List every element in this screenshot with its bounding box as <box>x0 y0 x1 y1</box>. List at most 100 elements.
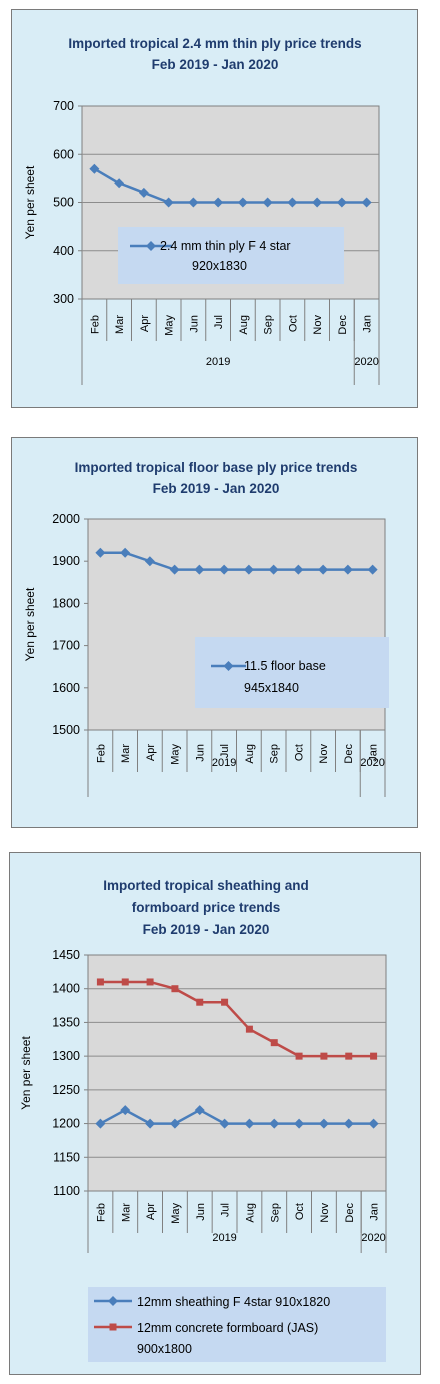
y-tick-label: 1250 <box>52 1083 80 1097</box>
chart-title: formboard price trends <box>132 900 281 915</box>
legend-swatch-marker <box>223 661 234 671</box>
x-tick-label: Jun <box>188 315 200 333</box>
legend-label: 900x1800 <box>137 1342 192 1356</box>
data-point <box>336 197 347 208</box>
data-point <box>163 197 174 208</box>
x-tick-label: Apr <box>139 315 151 332</box>
legend-box <box>195 637 389 708</box>
data-point <box>270 1039 278 1047</box>
chart-floor-base: Imported tropical floor base ply price t… <box>23 460 389 797</box>
data-point <box>243 564 254 575</box>
x-tick-label: Aug <box>238 315 250 335</box>
series-line <box>100 980 374 1058</box>
y-tick-label: 400 <box>53 244 74 258</box>
x-tick-label: Sep <box>263 315 275 335</box>
y-axis-label: Yen per sheet <box>23 587 37 661</box>
x-tick-label: Jul <box>219 744 231 758</box>
y-tick-label: 1100 <box>53 1184 80 1198</box>
y-tick-label: 1400 <box>52 982 80 996</box>
y-tick-label: 1200 <box>52 1117 80 1131</box>
chart-title: Imported tropical floor base ply price t… <box>75 460 358 475</box>
y-tick-label: 1800 <box>52 596 80 610</box>
data-point <box>367 564 378 575</box>
data-point <box>293 564 304 575</box>
x-tick-label: Nov <box>318 744 330 764</box>
data-point <box>268 564 279 575</box>
data-point <box>194 1105 205 1116</box>
data-point <box>269 1118 280 1129</box>
y-axis-label: Yen per sheet <box>19 1036 33 1110</box>
legend-label: 945x1840 <box>244 681 299 695</box>
data-point <box>318 1118 329 1129</box>
data-point <box>96 978 104 986</box>
chart-title: Feb 2019 - Jan 2020 <box>153 481 280 496</box>
data-point <box>95 1118 106 1129</box>
data-point <box>194 564 205 575</box>
legend-box <box>88 1287 386 1362</box>
x-tick-label: Dec <box>337 315 349 335</box>
data-point <box>237 197 248 208</box>
legend-swatch-marker <box>109 1323 117 1331</box>
x-tick-label: Feb <box>89 315 101 334</box>
data-point <box>320 1052 328 1060</box>
data-point <box>312 197 323 208</box>
x-tick-label: May <box>164 315 176 336</box>
y-axis-label: Yen per sheet <box>23 165 37 239</box>
data-point <box>169 1118 180 1129</box>
data-point <box>144 556 155 567</box>
data-point <box>196 998 204 1006</box>
y-tick-label: 700 <box>53 99 74 113</box>
chart-title: Imported tropical sheathing and <box>103 878 309 893</box>
x-tick-label: Aug <box>244 744 256 764</box>
data-point <box>361 197 372 208</box>
legend-label: 2.4 mm thin ply F 4 star <box>160 239 291 253</box>
data-point <box>121 978 129 986</box>
data-point <box>287 197 298 208</box>
y-tick-label: 1450 <box>52 948 80 962</box>
data-point <box>95 547 106 558</box>
y-tick-label: 2000 <box>52 512 80 526</box>
data-point <box>138 187 149 198</box>
x-tick-label: Mar <box>120 1203 132 1222</box>
chart-panel-floor-base: Imported tropical floor base ply price t… <box>11 437 418 828</box>
x-tick-label: Jul <box>213 315 225 329</box>
chart-sheathing-formboard: Imported tropical sheathing and formboard… <box>19 878 387 1362</box>
chart-thin-ply: Imported tropical 2.4 mm thin ply price … <box>23 36 380 385</box>
x-tick-label: Jun <box>194 744 206 762</box>
legend-box <box>118 227 344 284</box>
data-point <box>146 978 154 986</box>
data-point <box>370 1052 378 1060</box>
x-tick-label: Mar <box>120 744 132 763</box>
y-tick-label: 1900 <box>52 554 80 568</box>
data-point <box>262 197 273 208</box>
y-tick-label: 1150 <box>53 1150 80 1164</box>
x-tick-label: May <box>170 1203 182 1224</box>
legend-label: 12mm sheathing F 4star 910x1820 <box>137 1295 330 1309</box>
y-tick-label: 500 <box>53 196 74 210</box>
chart-title: Imported tropical 2.4 mm thin ply price … <box>68 36 361 51</box>
plot-area <box>87 954 387 1192</box>
y-tick-label: 600 <box>53 147 74 161</box>
data-point <box>343 1118 354 1129</box>
data-point <box>295 1052 303 1060</box>
x-tick-label: Feb <box>95 744 107 763</box>
x-tick-label: Nov <box>312 315 324 335</box>
x-tick-label: Jan <box>368 744 380 762</box>
data-point <box>188 197 199 208</box>
data-point <box>213 197 224 208</box>
data-point <box>368 1118 379 1129</box>
chart-title: Feb 2019 - Jan 2020 <box>143 922 270 937</box>
x-tick-label: Jan <box>369 1203 381 1221</box>
chart-panel-thin-ply: Imported tropical 2.4 mm thin ply price … <box>11 9 418 408</box>
y-tick-label: 1700 <box>52 639 80 653</box>
x-tick-label: Dec <box>343 744 355 764</box>
x-tick-label: Aug <box>244 1203 256 1223</box>
x-tick-label: Sep <box>269 1203 281 1223</box>
x-tick-label: Oct <box>294 1203 306 1220</box>
y-tick-label: 1600 <box>52 681 80 695</box>
x-tick-label: Apr <box>145 744 157 761</box>
data-point <box>221 998 229 1006</box>
y-tick-label: 1500 <box>52 723 80 737</box>
year-label: 2019 <box>206 356 230 368</box>
year-label: 2020 <box>354 356 378 368</box>
